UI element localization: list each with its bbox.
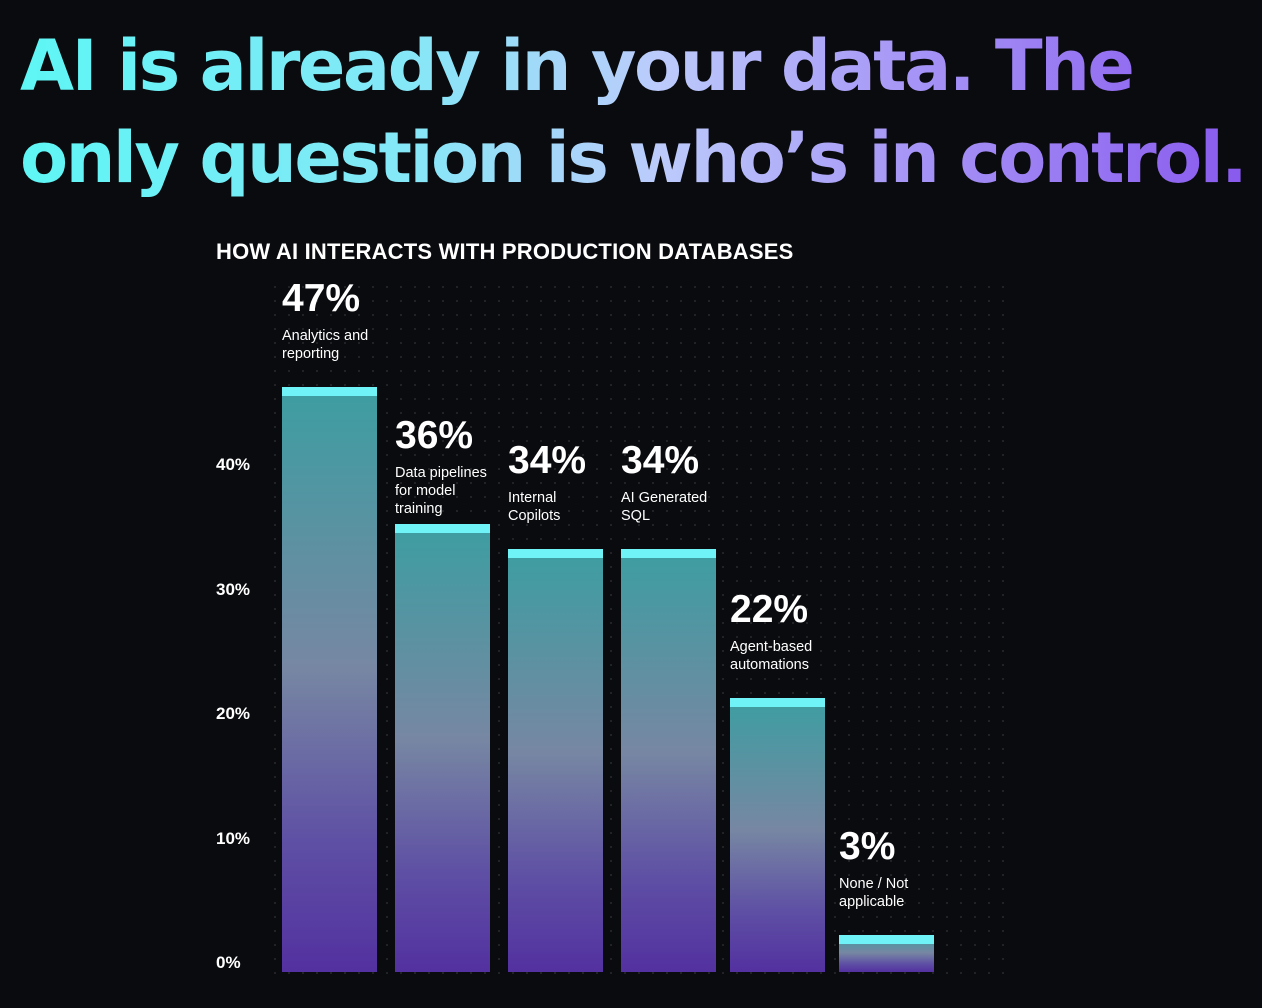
bar-cap	[508, 548, 603, 558]
y-tick-label: 40%	[216, 455, 251, 474]
bar-category-label: Agent-based automations	[730, 639, 813, 674]
y-tick-label: 10%	[216, 828, 251, 848]
bar	[730, 698, 825, 972]
bar-value-label: 22%	[730, 588, 809, 632]
y-tick-label: 0%	[216, 953, 241, 972]
bar-cap	[730, 698, 825, 708]
bar-value-label: 47%	[282, 276, 361, 320]
bar-value-label: 34%	[621, 438, 700, 482]
bar-value-label: 34%	[508, 438, 587, 482]
bar	[508, 548, 603, 972]
bar-value-label: 3%	[839, 824, 896, 868]
bar-cap	[282, 386, 377, 396]
bar-category-label: None / Not applicable	[839, 875, 909, 910]
bar	[282, 386, 377, 972]
bar	[621, 548, 716, 972]
headline: AI is already in your data. The only que…	[20, 20, 1250, 204]
bar-cap	[621, 548, 716, 558]
bar-value-label: 36%	[395, 413, 474, 457]
bar	[839, 934, 934, 972]
bar-category-label: Data pipelines for model training	[395, 464, 487, 517]
chart-title: HOW AI INTERACTS WITH PRODUCTION DATABAS…	[216, 239, 794, 264]
bar-category-label: Internal Copilots	[508, 489, 561, 524]
y-tick-label: 30%	[216, 579, 251, 599]
bar	[395, 523, 490, 972]
bar-cap	[395, 523, 490, 533]
bar-cap	[839, 934, 934, 944]
y-tick-label: 20%	[216, 704, 251, 723]
bar-category-label: Analytics and reporting	[282, 327, 369, 362]
bar-category-label: AI Generated SQL	[621, 489, 708, 524]
